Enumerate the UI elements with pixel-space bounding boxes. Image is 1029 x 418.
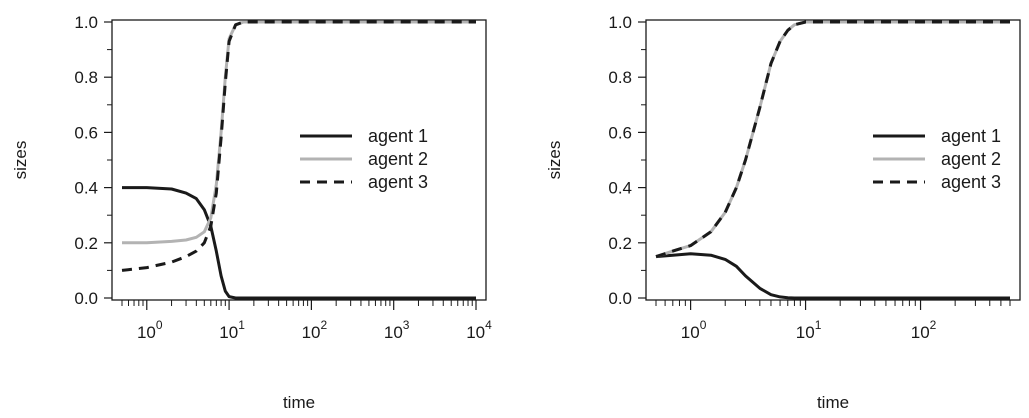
x-tick-label: 104 <box>466 318 492 342</box>
legend-label: agent 1 <box>368 126 428 146</box>
x-tick-label: 100 <box>137 318 163 342</box>
legend-label: agent 3 <box>941 172 1001 192</box>
legend: agent 1 agent 2 agent 3 <box>873 126 1001 192</box>
chart-left: 0.0 0.2 0.4 0.6 0.8 1.0 100 101 102 103 104 time siz… <box>11 13 492 412</box>
series-line-agent-1 <box>655 252 1010 300</box>
y-tick-label: 1.0 <box>74 13 98 32</box>
x-tick-label: 100 <box>681 318 707 342</box>
y-tick-label: 0.4 <box>608 179 632 198</box>
y-tick-label: 0.6 <box>608 123 632 142</box>
y-tick-label: 1.0 <box>608 13 632 32</box>
legend-label: agent 2 <box>941 149 1001 169</box>
chart-right: 0.0 0.2 0.4 0.6 0.8 1.0 100 101 102 time sizes agen… <box>545 13 1021 412</box>
y-tick-label: 0.0 <box>608 289 632 308</box>
y-tick-label: 0.8 <box>74 68 98 87</box>
x-tick-label: 101 <box>219 318 245 342</box>
legend-label: agent 3 <box>368 172 428 192</box>
legend: agent 1 agent 2 agent 3 <box>300 126 428 192</box>
series-line-agent-3 <box>655 20 1010 259</box>
legend-label: agent 1 <box>941 126 1001 146</box>
y-axis-label: sizes <box>11 141 30 180</box>
y-tick-label: 0.6 <box>74 123 98 142</box>
y-tick-label: 0.2 <box>608 234 632 253</box>
plot-frame <box>111 19 487 301</box>
y-axis-label: sizes <box>545 141 564 180</box>
x-tick-label: 101 <box>796 318 822 342</box>
x-tick-label: 102 <box>911 318 937 342</box>
y-tick-label: 0.0 <box>74 289 98 308</box>
y-tick-label: 0.8 <box>608 68 632 87</box>
series-line-agent-3 <box>121 20 476 272</box>
y-tick-label: 0.4 <box>74 179 98 198</box>
x-tick-label: 103 <box>384 318 410 342</box>
y-tick-label: 0.2 <box>74 234 98 253</box>
legend-label: agent 2 <box>368 149 428 169</box>
x-axis-label: time <box>283 393 315 412</box>
series-line-agent-1 <box>122 186 476 300</box>
x-tick-label: 102 <box>302 318 328 342</box>
x-axis-label: time <box>817 393 849 412</box>
